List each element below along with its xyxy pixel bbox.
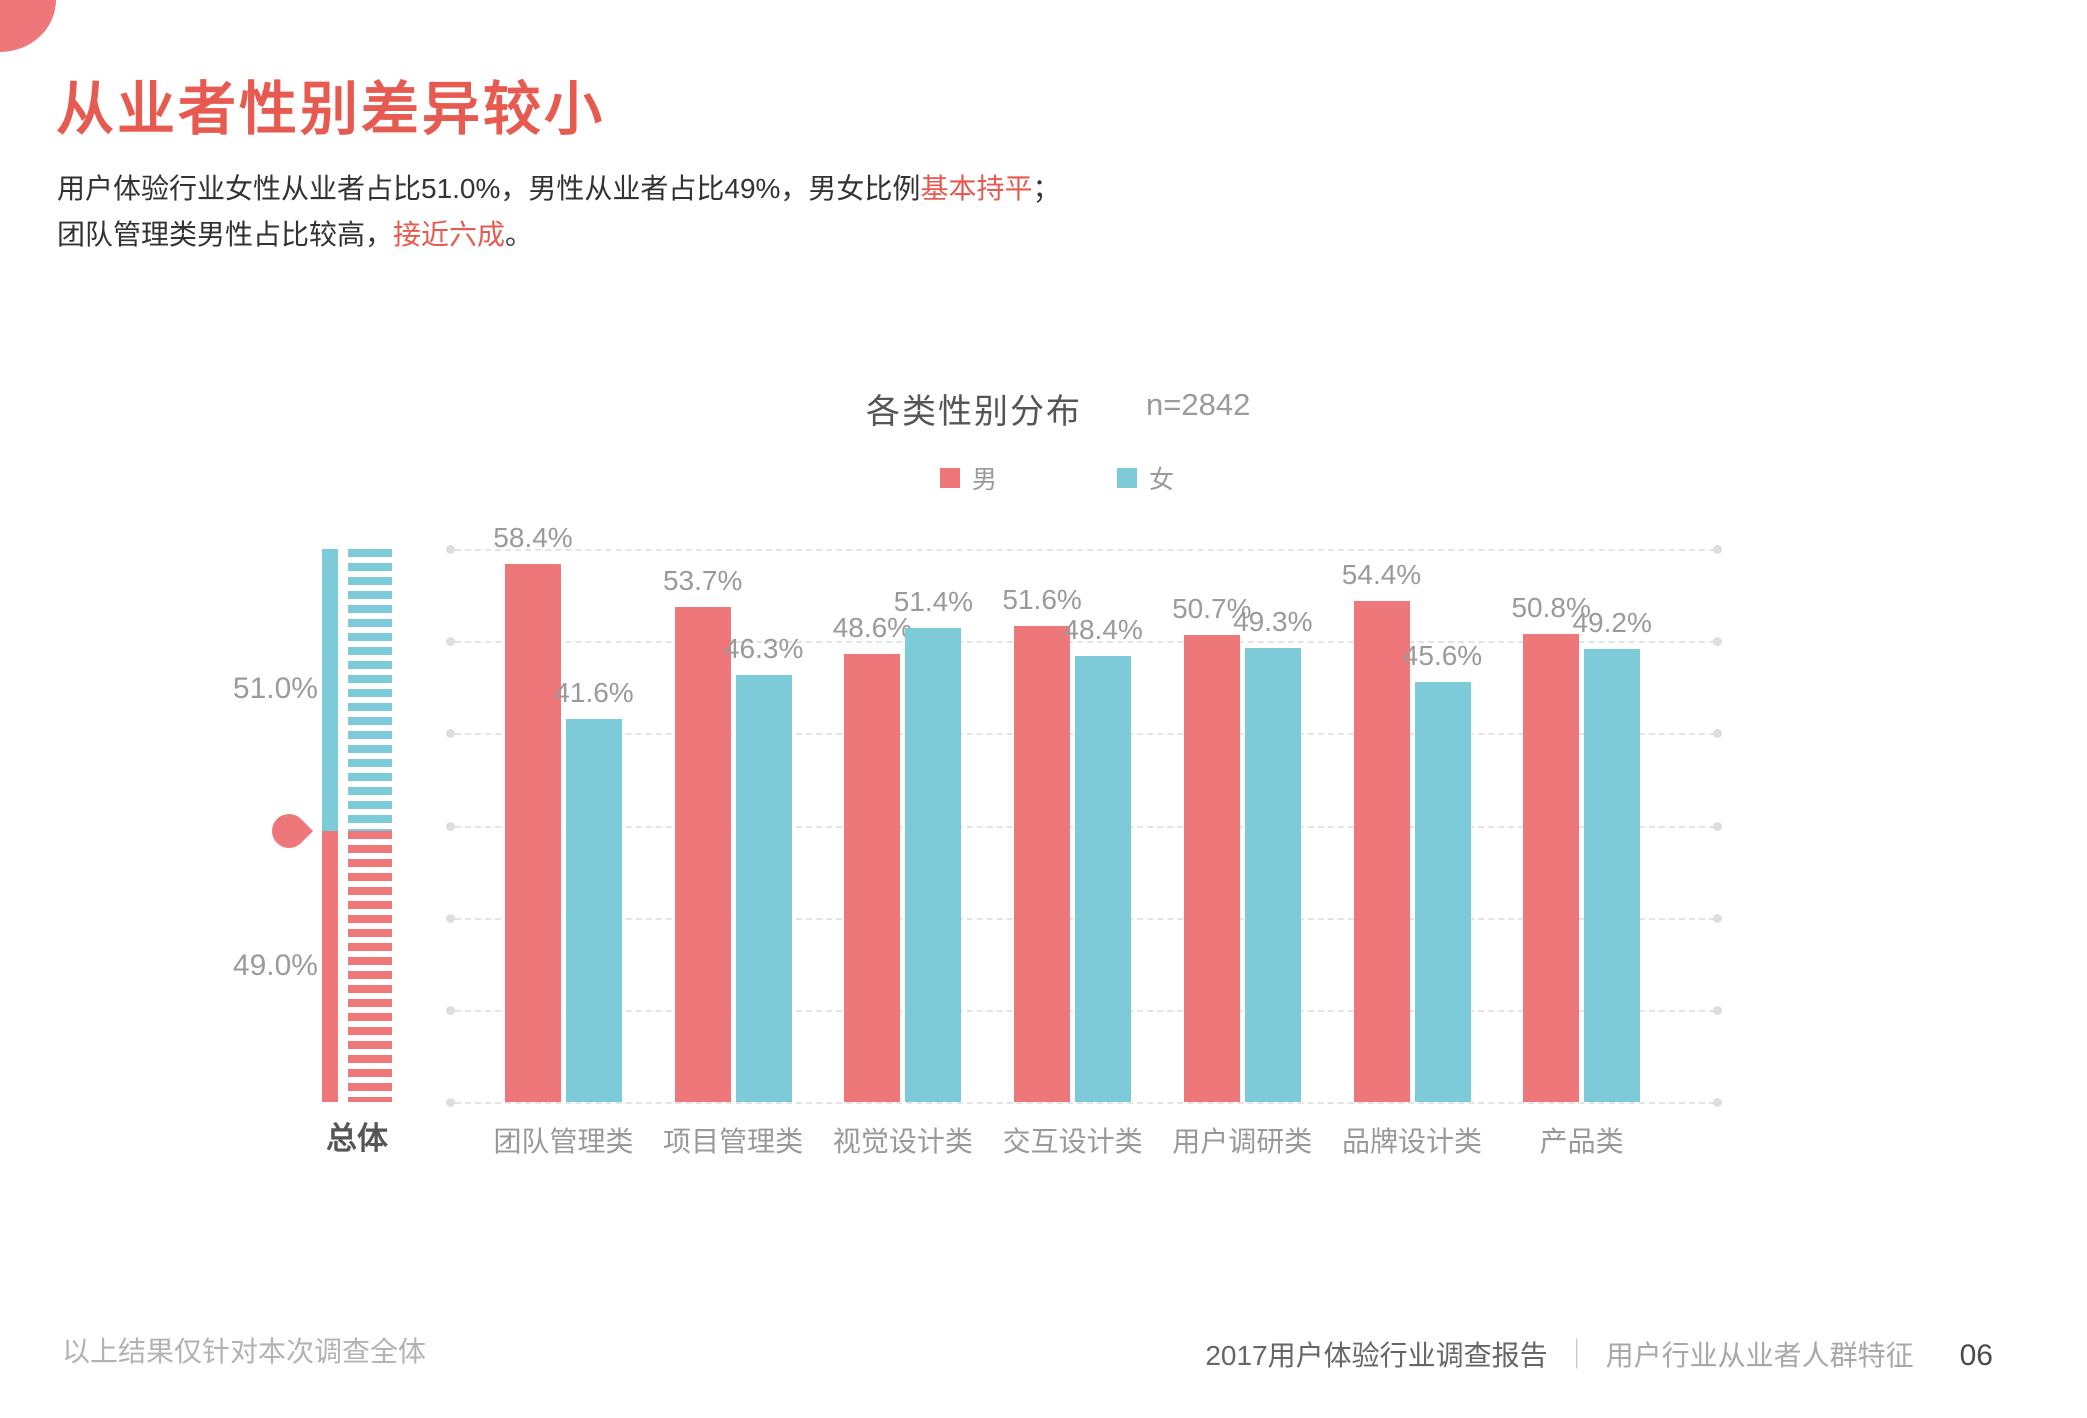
value-label-male-3: 51.6% <box>1002 584 1082 616</box>
page-title: 从业者性别差异较小 <box>56 77 606 142</box>
gridline-dot-right-1 <box>1713 637 1722 647</box>
bar-male-5 <box>1353 600 1410 1102</box>
value-label-female-3: 48.4% <box>1063 613 1143 645</box>
gridline-dot-left-3 <box>446 821 455 831</box>
legend-label-male: 男 <box>972 466 998 494</box>
category-label-2: 视觉设计类 <box>832 1126 973 1157</box>
gridline-dot-right-2 <box>1713 729 1722 739</box>
gridline-dot-left-6 <box>446 1098 455 1107</box>
bar-male-6 <box>1523 633 1580 1102</box>
intro-line2-highlight: 接近六成 <box>393 219 506 250</box>
footer-page-number: 06 <box>1959 1339 1993 1372</box>
gridline-dot-right-0 <box>1713 545 1722 554</box>
female-swatch-icon <box>1117 468 1138 488</box>
value-label-female-1: 46.3% <box>723 633 804 665</box>
bar-male-4 <box>1183 634 1240 1102</box>
gridline-1 <box>455 641 1715 644</box>
category-label-6: 产品类 <box>1539 1126 1624 1157</box>
footer-section-title: 用户行业从业者人群特征 <box>1605 1340 1914 1371</box>
overall-striped-bar <box>348 549 392 1102</box>
legend-item-female: 女 <box>1117 460 1174 496</box>
footer-report-title: 2017用户体验行业调查报告 <box>1205 1340 1548 1371</box>
intro-line-1: 用户体验行业女性从业者占比51.0%，男性从业者占比49%，男女比例基本持平； <box>57 166 1060 212</box>
value-label-male-2: 48.6% <box>832 612 913 644</box>
intro-line1-text: 用户体验行业女性从业者占比51.0%，男性从业者占比49%，男女比例 <box>57 173 921 204</box>
bar-female-4 <box>1244 647 1301 1102</box>
value-label-female-6: 49.2% <box>1572 606 1652 638</box>
footer-note: 以上结果仅针对本次调查全体 <box>62 1336 427 1367</box>
value-label-female-4: 49.3% <box>1233 605 1313 637</box>
value-label-female-5: 45.6% <box>1402 639 1483 671</box>
gridline-dot-left-4 <box>446 913 455 923</box>
overall-male-label: 49.0% <box>232 948 318 982</box>
category-label-3: 交互设计类 <box>1002 1126 1143 1157</box>
value-label-male-4: 50.7% <box>1172 592 1252 624</box>
value-label-male-6: 50.8% <box>1511 591 1591 623</box>
overall-category-label: 总体 <box>326 1121 388 1156</box>
corner-mark <box>0 0 56 52</box>
gridline-dot-left-2 <box>446 729 455 739</box>
gridline-dot-left-0 <box>446 545 455 554</box>
gridline-dot-right-3 <box>1713 821 1722 831</box>
intro-line2-text: 团队管理类男性占比较高， <box>57 219 394 250</box>
bar-male-2 <box>844 654 901 1102</box>
gridline-dot-right-4 <box>1713 913 1722 923</box>
plot-area: 58.4% 41.6% 团队管理类 53.7% 46.3% 项目管理类 48.6% 51.4%… <box>446 522 1722 1157</box>
overall-striped-male <box>348 831 392 1102</box>
droplet-marker-icon <box>264 806 314 856</box>
category-label-5: 品牌设计类 <box>1341 1126 1483 1157</box>
gridline-0 <box>455 549 1715 551</box>
bar-male-3 <box>1014 626 1071 1102</box>
male-swatch-icon <box>940 468 960 488</box>
bar-female-6 <box>1584 648 1641 1102</box>
bar-female-3 <box>1075 655 1132 1102</box>
value-label-male-0: 58.4% <box>493 521 573 553</box>
bar-female-2 <box>905 628 962 1102</box>
gridline-6 <box>455 1102 1715 1104</box>
intro-paragraph: 用户体验行业女性从业者占比51.0%，男性从业者占比49%，男女比例基本持平； … <box>57 166 1060 258</box>
gridline-dot-left-5 <box>446 1005 455 1015</box>
footer-separator: ｜ <box>1561 1339 1592 1372</box>
overall-striped-female <box>348 549 392 831</box>
chart-title: 各类性别分布 <box>866 393 1082 431</box>
overall-solid-male <box>322 831 338 1102</box>
footer-right: 2017用户体验行业调查报告 ｜ 用户行业从业者人群特征 06 <box>1205 1330 1993 1374</box>
overall-thermometer: 51.0% 49.0% <box>172 549 412 1102</box>
bar-male-1 <box>674 607 731 1102</box>
category-label-0: 团队管理类 <box>493 1126 634 1157</box>
bar-female-1 <box>735 675 792 1102</box>
value-label-male-1: 53.7% <box>662 565 743 597</box>
intro-line-2: 团队管理类男性占比较高，接近六成。 <box>57 212 1060 258</box>
gridline-dot-right-5 <box>1713 1005 1722 1015</box>
value-label-male-5: 54.4% <box>1341 558 1422 590</box>
bar-female-0 <box>566 718 622 1102</box>
value-label-female-2: 51.4% <box>893 586 974 618</box>
chart-sample-size: n=2842 <box>1146 387 1251 422</box>
category-label-1: 项目管理类 <box>663 1126 804 1157</box>
bar-male-0 <box>505 563 561 1102</box>
category-label-4: 用户调研类 <box>1172 1126 1313 1157</box>
value-label-female-0: 41.6% <box>554 676 634 708</box>
gridline-dot-right-6 <box>1713 1098 1722 1107</box>
overall-female-label: 51.0% <box>232 672 318 705</box>
intro-line1-end: ； <box>1032 173 1061 204</box>
intro-line2-end: 。 <box>505 219 534 250</box>
legend-label-female: 女 <box>1149 466 1175 494</box>
chart-legend: 男 女 <box>940 460 1174 496</box>
bar-female-5 <box>1414 681 1471 1102</box>
intro-line1-highlight: 基本持平 <box>920 173 1033 204</box>
legend-item-male: 男 <box>940 460 997 496</box>
gridline-dot-left-1 <box>446 637 455 647</box>
overall-solid-female <box>322 549 338 831</box>
overall-solid-bar <box>322 549 338 1102</box>
